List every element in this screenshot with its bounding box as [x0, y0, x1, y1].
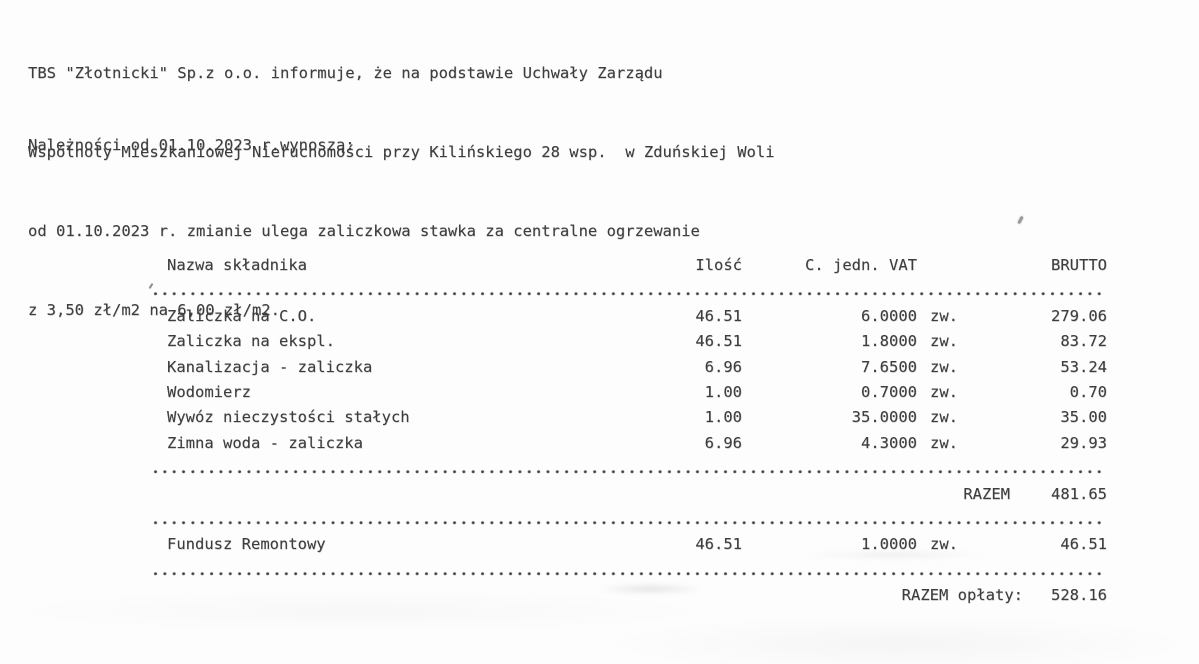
total-value: 528.16	[1051, 586, 1107, 605]
row-gross: 29.93	[1060, 433, 1107, 452]
row-qty: 46.51	[695, 332, 742, 351]
dotted-divider	[151, 278, 1107, 304]
row-name: Fundusz Remontowy	[167, 535, 326, 554]
total-label: RAZEM opłaty:	[901, 586, 1023, 605]
row-name: Kanalizacja - zaliczka	[167, 357, 373, 376]
row-vat: zw.	[930, 382, 958, 401]
row-gross: 53.24	[1060, 357, 1107, 376]
row-vat: zw.	[930, 357, 958, 376]
subtotal-label: RAZEM	[963, 484, 1010, 503]
table-row: Zaliczka na C.O. 46.51 6.0000 zw. 279.06	[167, 304, 1107, 329]
row-qty: 6.96	[704, 357, 742, 376]
table-row: Wodomierz 1.00 0.7000 zw. 0.70	[167, 380, 1107, 405]
row-unit: 35.0000	[851, 408, 917, 427]
row-name: Zaliczka na C.O.	[167, 306, 317, 325]
row-unit: 1.0000	[861, 535, 917, 554]
table-row: Zimna woda - zaliczka 6.96 4.3000 zw. 29…	[167, 431, 1107, 456]
row-vat: zw.	[930, 433, 958, 452]
row-vat: zw.	[930, 408, 958, 427]
charges-table: Nazwa składnika Ilość C. jedn. VAT BRUTT…	[151, 253, 1107, 608]
row-vat: zw.	[930, 306, 958, 325]
intro-line: TBS "Złotnicki" Sp.z o.o. informuje, że …	[28, 63, 663, 82]
row-gross: 35.00	[1060, 408, 1107, 427]
row-name: Zimna woda - zaliczka	[167, 433, 363, 452]
row-gross: 0.70	[1069, 382, 1107, 401]
subtotal-row: RAZEM 481.65	[167, 482, 1107, 507]
row-qty: 46.51	[695, 306, 742, 325]
scan-artifact	[1017, 215, 1024, 225]
dotted-divider	[151, 557, 1107, 584]
col-header-spacer	[917, 253, 962, 278]
row-unit: 4.3000	[861, 433, 917, 452]
row-vat: zw.	[930, 535, 958, 554]
row-unit: 0.7000	[861, 382, 917, 401]
row-gross: 46.51	[1060, 535, 1107, 554]
intro-paragraph: TBS "Złotnicki" Sp.z o.o. informuje, że …	[28, 7, 775, 350]
row-unit: 6.0000	[861, 306, 917, 325]
row-gross: 279.06	[1051, 306, 1107, 325]
col-header-gross: BRUTTO	[1051, 256, 1107, 274]
intro-line: od 01.10.2023 r. zmianie ulega zaliczkow…	[28, 222, 700, 241]
table-row: Kanalizacja - zaliczka 6.96 7.6500 zw. 5…	[167, 355, 1107, 380]
table-row-fund: Fundusz Remontowy 46.51 1.0000 zw. 46.51	[167, 532, 1107, 557]
row-qty: 1.00	[704, 408, 742, 427]
total-row: RAZEM opłaty: 528.16	[167, 583, 1107, 608]
col-header-name: Nazwa składnika	[167, 256, 307, 274]
intro-line: Wspólnoty Mieszkaniowej Nieruchomości pr…	[28, 143, 775, 162]
dotted-divider	[151, 456, 1107, 482]
row-name: Wywóz nieczystości stałych	[167, 408, 410, 427]
row-gross: 83.72	[1060, 332, 1107, 351]
row-unit: 7.6500	[861, 357, 917, 376]
row-qty: 46.51	[695, 535, 742, 554]
row-name: Zaliczka na ekspl.	[167, 332, 335, 351]
subtotal-value: 481.65	[1051, 484, 1107, 503]
col-header-quantity: Ilość	[695, 256, 742, 274]
row-qty: 1.00	[704, 382, 742, 401]
table-row: Wywóz nieczystości stałych 1.00 35.0000 …	[167, 405, 1107, 430]
row-vat: zw.	[930, 332, 958, 351]
col-header-unit-vat: C. jedn. VAT	[805, 256, 917, 274]
dotted-divider	[151, 506, 1107, 533]
row-qty: 6.96	[704, 433, 742, 452]
intro-line: z 3,50 zł/m2 na 6,00 zł/m2.	[28, 301, 280, 320]
row-name: Wodomierz	[167, 382, 251, 401]
subheading: Należności od 01.10.2023 r.wynoszą:	[28, 136, 355, 154]
row-unit: 1.8000	[861, 332, 917, 351]
table-row: Zaliczka na ekspl. 46.51 1.8000 zw. 83.7…	[167, 329, 1107, 354]
table-header-row: Nazwa składnika Ilość C. jedn. VAT BRUTT…	[167, 253, 1107, 278]
